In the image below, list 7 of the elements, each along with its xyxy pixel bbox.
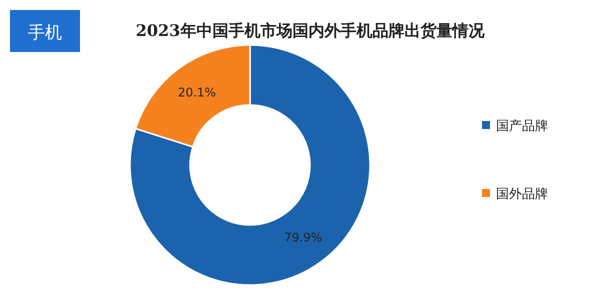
legend-label: 国外品牌 — [496, 187, 548, 202]
donut-slice — [129, 44, 371, 286]
chart-title: 2023年中国手机市场国内外手机品牌出货量情况 — [136, 21, 486, 40]
data-label: 79.9% — [284, 230, 322, 245]
tag-label: 手机 — [10, 10, 80, 52]
data-label: 20.1% — [178, 85, 216, 100]
legend-label: 国产品牌 — [496, 119, 548, 134]
